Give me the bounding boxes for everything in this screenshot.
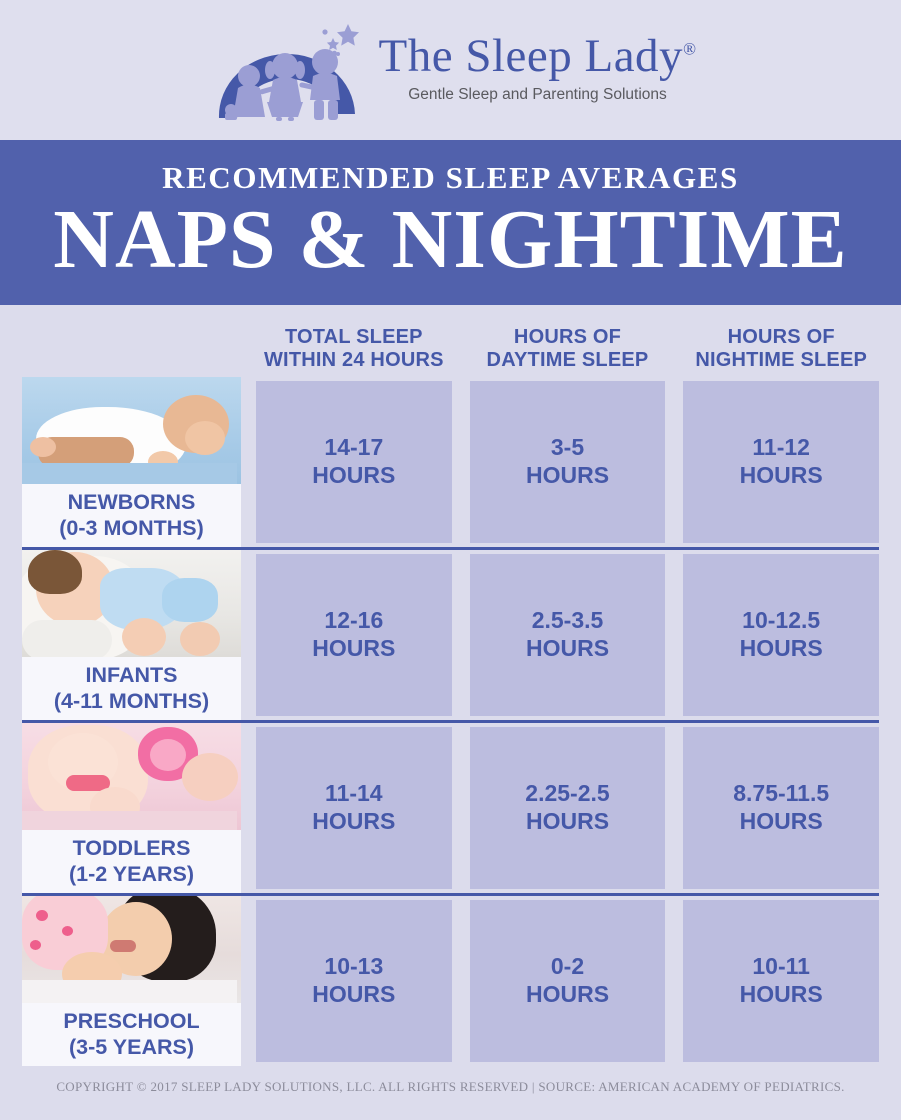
cell-nightime-sleep: 10-11 HOURS: [683, 900, 880, 1062]
age-group-cell-toddlers: TODDLERS (1-2 YEARS): [22, 723, 241, 893]
table-row: INFANTS (4-11 MONTHS) 12-16 HOURS 2.5-3.…: [22, 547, 880, 720]
cell-value: 3-5: [550, 434, 585, 461]
cell-unit: HOURS: [312, 981, 396, 1007]
title-banner: RECOMMENDED SLEEP AVERAGES NAPS & NIGHTI…: [0, 140, 901, 305]
cell-unit: HOURS: [312, 808, 396, 834]
table-row: TODDLERS (1-2 YEARS) 11-14 HOURS 2.25-2.…: [22, 720, 880, 893]
sleep-lady-children-arc-logo: [205, 18, 365, 123]
cell-unit: HOURS: [312, 462, 396, 488]
cell-unit: HOURS: [312, 635, 396, 661]
cell-value: 8.75-11.5: [733, 780, 830, 807]
brand-name: The Sleep Lady®: [378, 29, 697, 82]
banner-kicker: RECOMMENDED SLEEP AVERAGES: [162, 160, 739, 196]
age-group-name: TODDLERS: [72, 835, 191, 860]
cell-daytime-sleep: 3-5 HOURS: [469, 381, 666, 543]
cell-unit: HOURS: [739, 981, 823, 1007]
cell-daytime-sleep: 2.5-3.5 HOURS: [469, 554, 666, 716]
column-header-line1: HOURS OF: [513, 325, 622, 348]
cell-unit: HOURS: [739, 808, 823, 834]
cell-total-sleep: 12-16 HOURS: [256, 554, 452, 716]
age-group-label-toddlers: TODDLERS (1-2 YEARS): [22, 830, 241, 893]
age-group-label-newborns: NEWBORNS (0-3 MONTHS): [22, 484, 241, 547]
cell-nightime-sleep: 11-12 HOURS: [683, 381, 880, 543]
column-header-daytime-sleep: HOURS OF DAYTIME SLEEP: [470, 326, 666, 373]
cell-unit: HOURS: [525, 808, 610, 834]
age-group-name: PRESCHOOL: [63, 1008, 200, 1033]
age-group-range: (4-11 MONTHS): [53, 688, 210, 713]
cell-value: 11-12: [752, 434, 810, 461]
photo-newborn-sleeping: [22, 377, 241, 484]
cell-value: 10-12.5: [742, 607, 821, 634]
brand-tagline: Gentle Sleep and Parenting Solutions: [408, 86, 667, 104]
age-group-range: (1-2 YEARS): [68, 861, 195, 886]
column-header-line2: NIGHTIME SLEEP: [695, 349, 868, 372]
table-row: PRESCHOOL (3-5 YEARS) 10-13 HOURS 0-2 HO…: [22, 893, 880, 1066]
cell-total-sleep: 10-13 HOURS: [256, 900, 452, 1062]
sleep-averages-table: TOTAL SLEEP WITHIN 24 HOURS HOURS OF DAY…: [0, 305, 901, 1066]
column-header-total-sleep: TOTAL SLEEP WITHIN 24 HOURS: [256, 326, 452, 373]
cell-value: 2.25-2.5: [525, 780, 610, 807]
cell-total-sleep: 14-17 HOURS: [256, 381, 452, 543]
age-group-label-infants: INFANTS (4-11 MONTHS): [22, 657, 241, 720]
cell-daytime-sleep: 0-2 HOURS: [469, 900, 666, 1062]
column-header-line2: WITHIN 24 HOURS: [263, 349, 444, 372]
photo-preschooler-sleeping: [22, 896, 241, 1003]
cell-nightime-sleep: 8.75-11.5 HOURS: [683, 727, 880, 889]
age-group-name: NEWBORNS: [67, 489, 196, 514]
column-header-line1: TOTAL SLEEP: [284, 325, 423, 348]
cell-unit: HOURS: [525, 462, 610, 488]
logo-header: The Sleep Lady® Gentle Sleep and Parenti…: [0, 0, 901, 140]
age-group-cell-preschool: PRESCHOOL (3-5 YEARS): [22, 896, 241, 1066]
cell-total-sleep: 11-14 HOURS: [256, 727, 452, 889]
cell-unit: HOURS: [739, 462, 823, 488]
age-group-range: (0-3 MONTHS): [59, 515, 204, 540]
cell-nightime-sleep: 10-12.5 HOURS: [683, 554, 880, 716]
logo-wordmark: The Sleep Lady® Gentle Sleep and Parenti…: [378, 29, 697, 108]
table-row: NEWBORNS (0-3 MONTHS) 14-17 HOURS 3-5 HO…: [22, 377, 880, 547]
column-header-line2: DAYTIME SLEEP: [486, 349, 649, 372]
table-column-headers: TOTAL SLEEP WITHIN 24 HOURS HOURS OF DAY…: [22, 305, 879, 377]
cell-value: 10-13: [324, 953, 384, 980]
banner-title: NAPS & NIGHTIME: [53, 193, 848, 287]
cell-value: 10-11: [752, 953, 810, 980]
age-group-range: (3-5 YEARS): [68, 1034, 195, 1059]
cell-unit: HOURS: [525, 635, 610, 661]
column-header-nightime-sleep: HOURS OF NIGHTIME SLEEP: [683, 326, 879, 373]
age-group-cell-newborns: NEWBORNS (0-3 MONTHS): [22, 377, 241, 547]
cell-value: 12-16: [324, 607, 384, 634]
column-header-line1: HOURS OF: [727, 325, 835, 348]
age-group-name: INFANTS: [85, 662, 178, 687]
photo-infant-sleeping: [22, 550, 241, 657]
photo-toddler-sleeping: [22, 723, 241, 830]
cell-value: 2.5-3.5: [531, 607, 604, 634]
cell-value: 11-14: [325, 780, 383, 807]
cell-value: 0-2: [550, 953, 585, 980]
cell-value: 14-17: [324, 434, 384, 461]
footer-copyright: COPYRIGHT © 2017 SLEEP LADY SOLUTIONS, L…: [0, 1066, 901, 1108]
cell-unit: HOURS: [739, 635, 823, 661]
age-group-cell-infants: INFANTS (4-11 MONTHS): [22, 550, 241, 720]
age-group-label-preschool: PRESCHOOL (3-5 YEARS): [22, 1003, 241, 1066]
cell-unit: HOURS: [525, 981, 610, 1007]
brand-name-text: The Sleep Lady: [378, 29, 684, 82]
cell-daytime-sleep: 2.25-2.5 HOURS: [469, 727, 666, 889]
registered-trademark-icon: ®: [683, 39, 697, 59]
